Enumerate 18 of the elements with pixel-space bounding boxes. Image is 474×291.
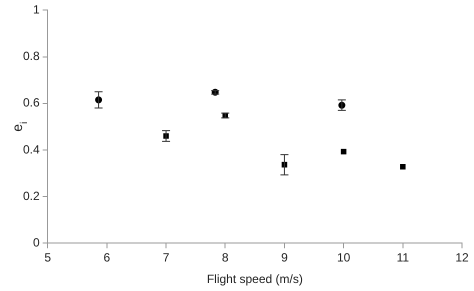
y-tick-label: 0.2 <box>22 188 40 203</box>
x-tick-label: 5 <box>44 250 52 265</box>
x-tick-label: 6 <box>104 250 111 265</box>
point <box>340 148 346 154</box>
y-tick-label: 0.6 <box>22 96 40 110</box>
x-tick-label: 11 <box>396 250 410 265</box>
point <box>400 164 406 170</box>
x-tick-label: 12 <box>455 250 469 265</box>
y-tick-label: 0.4 <box>22 142 40 156</box>
y-axis-title: ei <box>9 122 30 132</box>
y-tick-label: 0 <box>32 236 40 250</box>
y-tick-label: 0.8 <box>22 49 40 64</box>
x-axis-title: Flight speed (m/s) <box>206 272 303 286</box>
x-tick-label: 7 <box>162 250 170 265</box>
x-tick-label: 10 <box>336 250 351 265</box>
x-tick-label: 9 <box>281 250 288 265</box>
x-tick-label: 8 <box>222 250 229 265</box>
y-tick-label: 1 <box>32 2 40 17</box>
